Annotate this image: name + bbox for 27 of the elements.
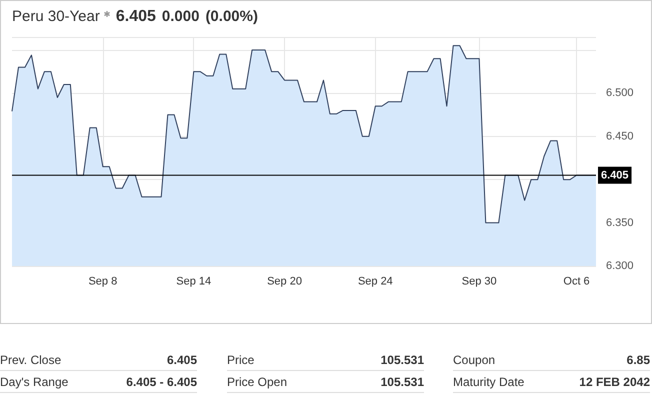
x-tick-label: Oct 6 <box>563 276 590 288</box>
text: 105.531 <box>380 374 424 391</box>
x-tick-label: Sep 30 <box>462 276 497 288</box>
text: Price Open <box>227 375 288 389</box>
y-tick-label: 6.500 <box>606 87 634 100</box>
x-tick-label: Sep 20 <box>267 276 302 288</box>
text: Price <box>227 353 254 367</box>
text: Coupon <box>453 353 496 367</box>
text: Maturity Date <box>453 375 524 389</box>
text: 6.85 <box>626 352 650 369</box>
y-tick-label: 6.450 <box>606 130 634 142</box>
text: 105.531 <box>380 352 424 369</box>
text: 0.000 <box>162 8 200 25</box>
text: (0.00%) <box>205 8 258 25</box>
chart-title: Peru 30-Year <box>12 8 100 25</box>
y-tick-label: 6.350 <box>606 216 634 229</box>
text: Prev. Close <box>0 353 62 367</box>
x-tick-label: Sep 14 <box>176 276 212 288</box>
text: 6.405 <box>166 352 197 369</box>
ref-line-label: 6.405 <box>601 169 629 182</box>
text: 12 FEB 2042 <box>579 374 650 391</box>
text: 6.405 <box>116 8 156 25</box>
x-tick-label: Sep 24 <box>358 276 393 288</box>
y-tick-label: 6.300 <box>606 260 634 272</box>
x-tick-label: Sep 8 <box>88 276 118 288</box>
text: Day's Range <box>0 375 68 389</box>
text: 6.405 - 6.405 <box>126 374 197 391</box>
